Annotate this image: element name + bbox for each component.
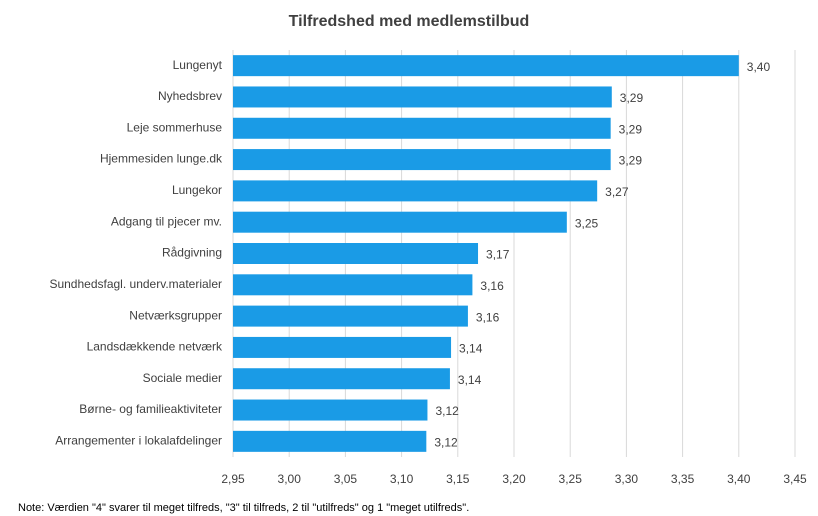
y-tick-label: Sociale medier <box>143 371 222 385</box>
y-tick-label: Adgang til pjecer mv. <box>111 214 222 228</box>
bar <box>233 336 452 358</box>
y-tick-label: Leje sommerhuse <box>127 120 223 134</box>
data-label: 3,25 <box>575 216 599 230</box>
y-tick-label: Arrangementer i lokalafdelinger <box>55 434 222 448</box>
bar <box>233 149 611 171</box>
bar <box>233 180 598 202</box>
data-label: 3,16 <box>480 279 504 293</box>
data-label: 3,40 <box>747 60 771 74</box>
bar <box>233 399 428 421</box>
x-tick-label: 3,45 <box>783 472 807 486</box>
note: Note: Værdien "4" svarer til meget tilfr… <box>18 502 469 514</box>
bar <box>233 117 611 139</box>
x-tick-label: 3,20 <box>502 472 526 486</box>
bar <box>233 305 468 327</box>
x-tick-label: 3,00 <box>278 472 302 486</box>
y-tick-label: Lungekor <box>172 183 222 197</box>
data-label: 3,27 <box>605 185 629 199</box>
bar <box>233 368 450 390</box>
data-label: 3,14 <box>458 373 482 387</box>
y-tick-label: Landsdækkende netværk <box>87 340 223 354</box>
bar <box>233 211 567 233</box>
data-label: 3,17 <box>486 248 510 262</box>
bar <box>233 243 479 264</box>
data-label: 3,16 <box>476 310 500 324</box>
data-label: 3,29 <box>619 154 643 168</box>
chart-title: Tilfredshed med medlemstilbud <box>289 13 530 30</box>
x-tick-label: 3,40 <box>727 472 751 486</box>
y-tick-label: Børne- og familieaktiviteter <box>79 402 222 416</box>
data-label: 3,12 <box>435 404 459 418</box>
bar <box>233 86 612 108</box>
bar <box>233 430 427 452</box>
y-tick-label: Lungenyt <box>173 58 223 72</box>
data-label: 3,29 <box>619 122 643 136</box>
x-tick-label: 2,95 <box>221 472 245 486</box>
x-tick-label: 3,35 <box>671 472 695 486</box>
y-tick-label: Hjemmesiden lunge.dk <box>100 152 223 166</box>
data-label: 3,29 <box>620 91 644 105</box>
bar <box>233 274 473 296</box>
bar <box>233 55 739 77</box>
x-tick-label: 3,30 <box>615 472 639 486</box>
x-tick-label: 3,25 <box>559 472 583 486</box>
data-label: 3,12 <box>434 436 458 450</box>
y-tick-label: Sundhedsfagl. underv.materialer <box>49 277 222 291</box>
data-label: 3,14 <box>459 342 483 356</box>
x-tick-label: 3,05 <box>334 472 358 486</box>
y-tick-label: Rådgivning <box>162 246 222 260</box>
x-tick-label: 3,15 <box>446 472 470 486</box>
y-tick-label: Netværksgrupper <box>129 308 222 322</box>
y-tick-label: Nyhedsbrev <box>158 89 222 103</box>
x-tick-label: 3,10 <box>390 472 414 486</box>
